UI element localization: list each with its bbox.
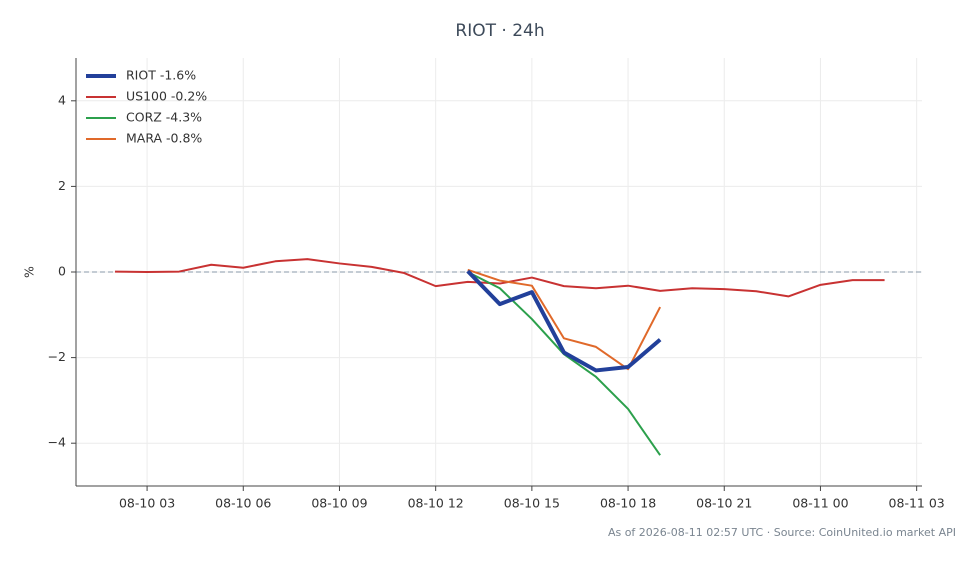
legend-label: RIOT -1.6% — [126, 68, 196, 83]
legend-label: CORZ -4.3% — [126, 110, 202, 125]
line — [467, 268, 662, 371]
line — [466, 269, 662, 373]
footer: As of 2026-08-11 02:57 UTC · Source: Coi… — [608, 526, 956, 539]
legend-label: US100 -0.2% — [126, 89, 207, 104]
x-tick-label: 08-10 06 — [215, 496, 271, 511]
x-tick-label: 08-10 18 — [600, 496, 656, 511]
chart-title: RIOT · 24h — [455, 21, 544, 41]
y-tick-label: −2 — [48, 349, 66, 364]
y-tick-label: −4 — [48, 435, 66, 450]
legend-label: MARA -0.8% — [126, 131, 202, 146]
x-tick-label: 08-10 09 — [311, 496, 367, 511]
x-tick-label: 08-10 21 — [696, 496, 752, 511]
line — [114, 258, 885, 298]
y-tick-label: 2 — [58, 178, 66, 193]
y-axis-label: % — [22, 266, 37, 278]
x-tick-label: 08-11 03 — [889, 496, 945, 511]
x-tick-label: 08-10 12 — [408, 496, 464, 511]
y-tick-label: 4 — [58, 92, 66, 107]
x-tick-label: 08-11 00 — [792, 496, 848, 511]
x-tick-label: 08-10 03 — [119, 496, 175, 511]
x-tick-label: 08-10 15 — [504, 496, 560, 511]
y-tick-label: 0 — [58, 264, 66, 279]
